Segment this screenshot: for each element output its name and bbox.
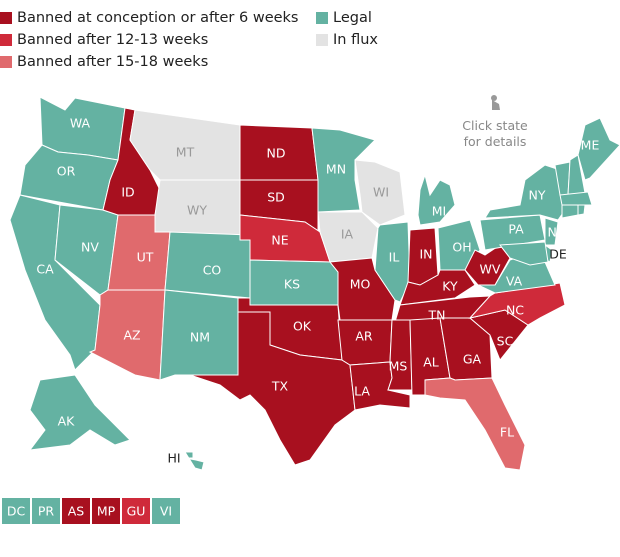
state-label: WI <box>373 185 389 200</box>
state-label: LA <box>354 384 370 399</box>
legend-label: Banned at conception or after 6 weeks <box>17 10 299 26</box>
state-label: AR <box>355 329 373 344</box>
territory[interactable] <box>152 498 180 524</box>
territory-label: GU <box>127 504 146 519</box>
state-label: SD <box>267 190 285 205</box>
state-label: WA <box>70 116 91 131</box>
state-label: MT <box>176 145 195 160</box>
state[interactable] <box>28 374 131 451</box>
state[interactable] <box>354 159 406 226</box>
state[interactable] <box>577 117 620 181</box>
state-label: FL <box>500 425 514 440</box>
territory-label: DC <box>7 504 26 519</box>
legend-label: Legal <box>333 10 372 26</box>
state-label: HI <box>167 451 180 466</box>
state-label: ME <box>581 138 600 153</box>
state[interactable] <box>499 241 549 266</box>
hint: Click state for details <box>462 118 528 149</box>
legend-item: Banned after 12-13 weeks <box>0 32 208 48</box>
legend-label: Banned after 15-18 weeks <box>17 54 209 70</box>
legend-item: Banned at conception or after 6 weeks <box>0 10 298 26</box>
state-label: OH <box>452 240 471 255</box>
state-label: ND <box>267 146 286 161</box>
state[interactable] <box>544 217 559 246</box>
state[interactable] <box>559 191 593 206</box>
state[interactable] <box>311 127 376 213</box>
state[interactable] <box>424 377 526 471</box>
state-label: SC <box>497 334 514 349</box>
legend-item: In flux <box>316 32 378 48</box>
state-label: CO <box>203 263 222 278</box>
territory[interactable] <box>2 498 30 524</box>
state[interactable] <box>484 164 566 221</box>
state-label: NV <box>81 240 99 255</box>
state-label: NE <box>271 233 288 248</box>
state-label: GA <box>463 352 482 367</box>
state[interactable] <box>88 289 166 381</box>
state-label: TX <box>271 379 289 394</box>
territory[interactable] <box>62 498 90 524</box>
state-label: KY <box>442 279 458 294</box>
state[interactable] <box>561 204 579 219</box>
legend-item: Legal <box>316 10 372 26</box>
state[interactable] <box>189 311 356 466</box>
territory[interactable] <box>92 498 120 524</box>
state-label: UT <box>137 250 154 265</box>
state-label: MN <box>326 162 346 177</box>
state-label: NY <box>529 188 546 203</box>
territory-label: AS <box>68 504 85 519</box>
territory[interactable] <box>32 498 60 524</box>
state-label: OR <box>57 164 76 179</box>
state-label: VA <box>506 274 523 289</box>
state-label: PA <box>508 222 524 237</box>
territory-label: VI <box>160 504 172 519</box>
legend-label: Banned after 12-13 weeks <box>17 32 209 48</box>
legend-swatch <box>316 12 328 24</box>
state[interactable] <box>387 319 413 391</box>
state-label: MS <box>389 359 408 374</box>
state-label: KS <box>284 277 300 292</box>
state-label: AK <box>58 414 76 429</box>
legend: Banned at conception or after 6 weeks Ban… <box>0 10 420 76</box>
state-label: IA <box>341 227 354 242</box>
state[interactable] <box>374 221 411 303</box>
state-label: AL <box>423 355 439 370</box>
state-label: AZ <box>123 328 140 343</box>
state-label: NM <box>190 330 210 345</box>
state-label: NC <box>506 303 524 318</box>
legend-swatch <box>0 34 12 46</box>
legend-item: Banned after 15-18 weeks <box>0 54 208 70</box>
territory-label: PR <box>38 504 55 519</box>
state[interactable] <box>184 451 205 471</box>
state[interactable] <box>417 173 456 226</box>
state-label: MO <box>350 277 371 292</box>
state[interactable] <box>577 204 586 216</box>
territory-label: MP <box>97 504 116 519</box>
state-label: OK <box>293 319 312 334</box>
hint-icon <box>491 95 500 110</box>
state-label: MI <box>432 204 446 219</box>
state-label: WV <box>480 262 501 277</box>
state-label: DE <box>549 247 567 262</box>
state-label: NJ <box>547 225 560 240</box>
legend-swatch <box>316 34 328 46</box>
state-label: WY <box>187 203 207 218</box>
legend-swatch <box>0 12 12 24</box>
legend-label: In flux <box>333 32 378 48</box>
state-label: ID <box>121 185 134 200</box>
state-label: IL <box>389 250 400 265</box>
territory[interactable] <box>122 498 150 524</box>
legend-swatch <box>0 56 12 68</box>
state-label: TN <box>428 308 446 323</box>
state-label: CA <box>36 262 54 277</box>
state-label: IN <box>419 247 432 262</box>
